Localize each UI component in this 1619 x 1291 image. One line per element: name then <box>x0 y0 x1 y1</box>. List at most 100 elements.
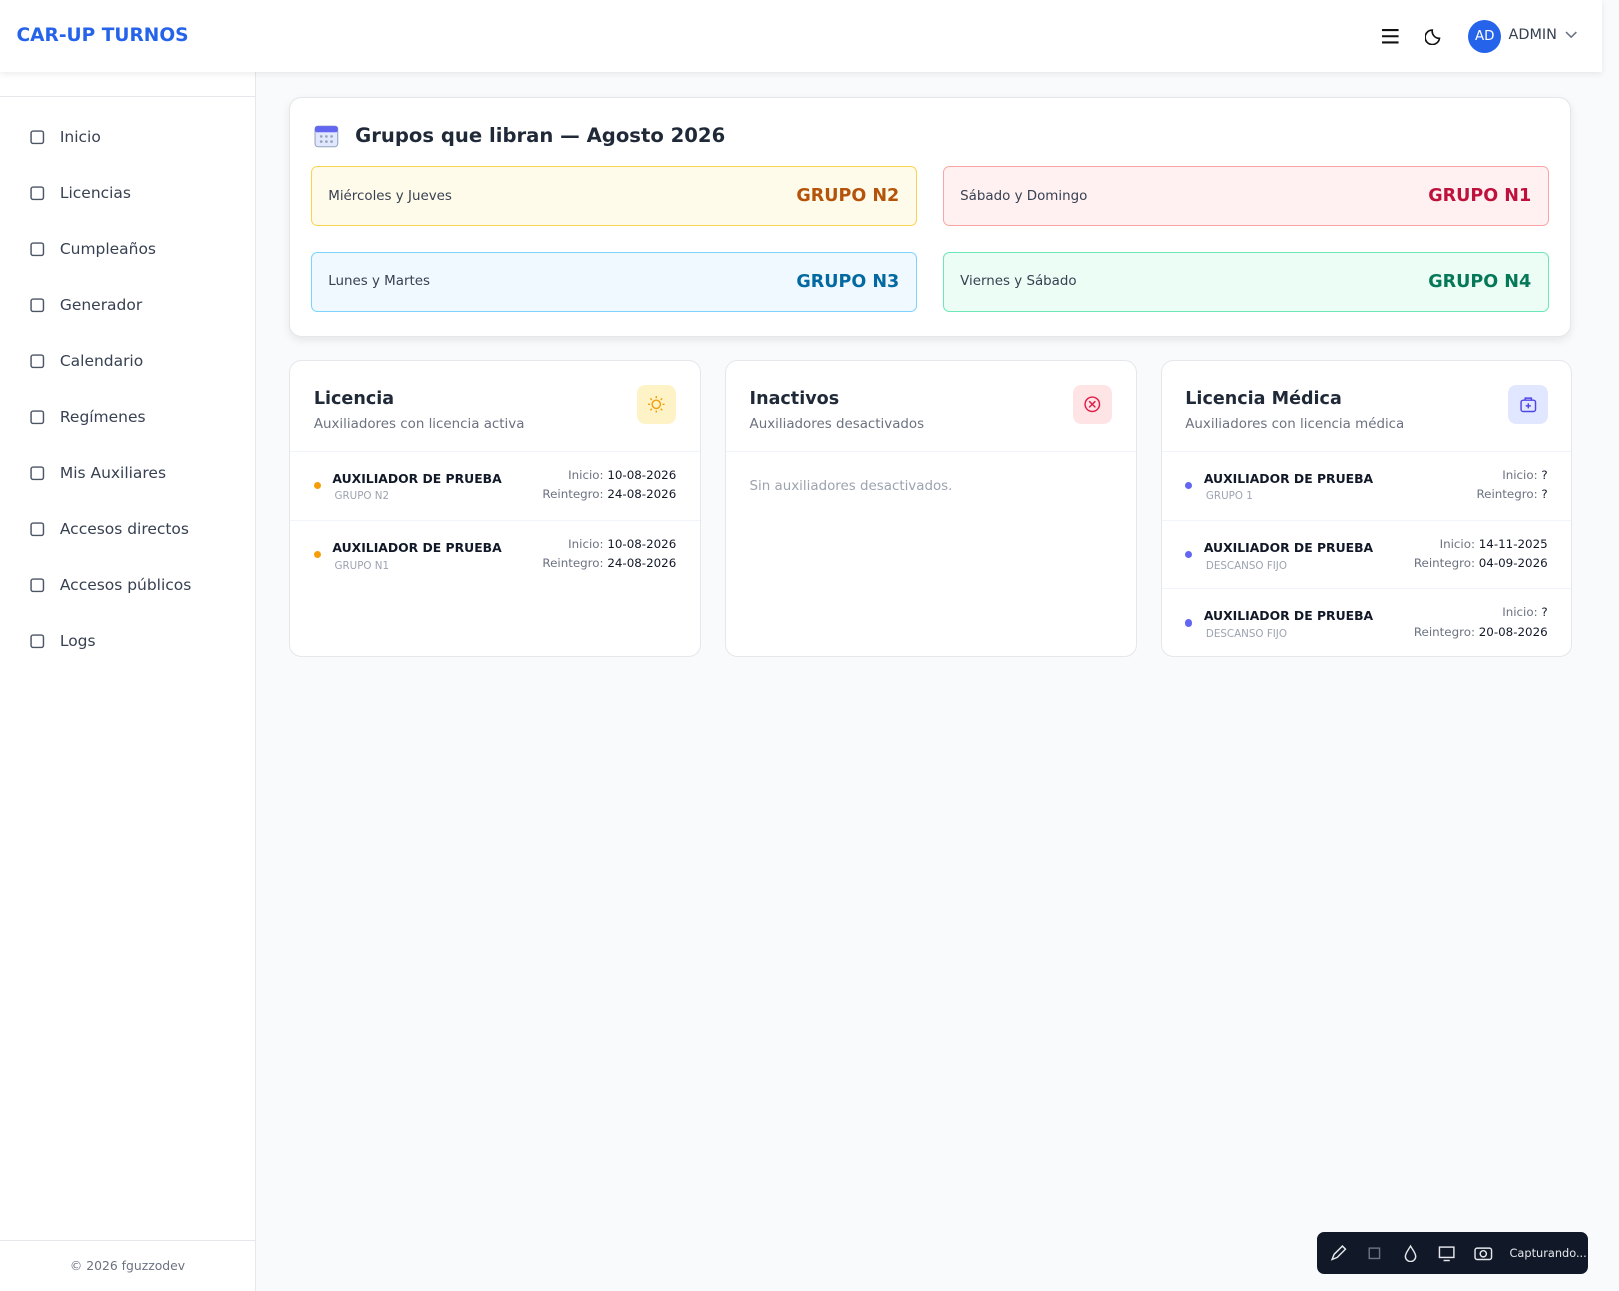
group-item: Lunes y Martes GRUPO N3 <box>310 251 917 312</box>
nav-icon <box>30 466 45 480</box>
user-name[interactable]: ADMIN <box>1508 26 1557 43</box>
card-subtitle: Auxiliadores con licencia activa <box>313 417 525 433</box>
theme-toggle[interactable] <box>1424 27 1444 46</box>
nav-item[interactable]: Accesos públicos <box>29 573 191 598</box>
header: CAR-UP TURNOS AD ADMIN <box>0 0 1603 73</box>
nav-label[interactable]: Inicio <box>59 128 101 147</box>
return-label: Reintegro: <box>1413 624 1475 639</box>
nav-icon <box>30 410 45 425</box>
menu-button[interactable] <box>1381 28 1400 45</box>
license-row[interactable]: AUXILIADOR DE PRUEBA GRUPO N2 Inicio: 10… <box>290 452 700 520</box>
card-icon <box>1508 385 1548 425</box>
nav-item[interactable]: Generador <box>29 293 142 318</box>
calendar-icon <box>314 125 339 148</box>
license-row[interactable]: AUXILIADOR DE PRUEBA GRUPO 1 Inicio: ? R… <box>1162 452 1572 520</box>
sidebar: © 2026 fguzzodev Inicio Licencias Cumpleaño… <box>0 72 257 1291</box>
group-name: GRUPO N3 <box>796 271 900 292</box>
group-item: Sábado y Domingo GRUPO N1 <box>942 166 1549 227</box>
group-name: GRUPO N2 <box>796 186 900 207</box>
return-label: Reintegro: <box>542 487 604 502</box>
return-label: Reintegro: <box>542 556 604 571</box>
nav-icon <box>30 354 45 369</box>
card-title: Licencia <box>313 389 395 410</box>
aux-name: AUXILIADOR DE PRUEBA <box>1203 608 1374 624</box>
nav-label[interactable]: Cumpleaños <box>59 240 156 259</box>
start-date: 10-08-2026 <box>607 467 677 482</box>
group-name: GRUPO N1 <box>1428 186 1532 207</box>
aux-group: GRUPO N2 <box>334 490 390 503</box>
toolbar-icons[interactable] <box>1330 1244 1475 1262</box>
nav-label[interactable]: Regímenes <box>59 408 146 427</box>
aux-name: AUXILIADOR DE PRUEBA <box>1203 539 1374 555</box>
avatar[interactable]: AD <box>1468 19 1502 53</box>
group-name: GRUPO N4 <box>1428 271 1532 292</box>
nav-label[interactable]: Logs <box>59 631 96 650</box>
nav-item[interactable]: Mis Auxiliares <box>29 461 166 486</box>
summary-card: Licencia Auxiliadores con licencia activ… <box>289 360 701 657</box>
return-label: Reintegro: <box>1476 487 1538 502</box>
card-title: Inactivos <box>749 389 840 410</box>
aux-group: DESCANSO FIJO <box>1205 559 1287 572</box>
toolbar-status: Capturando... <box>1509 1246 1587 1261</box>
summary-card: Inactivos Auxiliadores desactivados Sin … <box>724 360 1137 657</box>
start-label: Inicio: <box>568 536 604 551</box>
brand[interactable]: CAR-UP TURNOS <box>16 24 189 46</box>
start-label: Inicio: <box>568 467 604 482</box>
nav-item[interactable]: Inicio <box>29 125 101 150</box>
nav-icon <box>30 242 45 257</box>
nav-label[interactable]: Accesos directos <box>59 520 189 539</box>
card-icon <box>1072 385 1112 425</box>
group-days: Viernes y Sábado <box>960 274 1077 290</box>
nav-label[interactable]: Generador <box>59 296 143 315</box>
nav-icon <box>30 634 45 648</box>
summary-card: Licencia Médica Auxiliadores con licenci… <box>1160 360 1573 657</box>
nav-item[interactable]: Regímenes <box>29 405 146 430</box>
nav-label[interactable]: Calendario <box>59 352 144 371</box>
group-days: Sábado y Domingo <box>960 188 1088 204</box>
card-subtitle: Auxiliadores con licencia médica <box>1185 417 1405 433</box>
nav-item[interactable]: Licencias <box>29 181 131 206</box>
license-row[interactable]: AUXILIADOR DE PRUEBA DESCANSO FIJO Inici… <box>1161 520 1572 589</box>
start-label: Inicio: <box>1502 467 1538 482</box>
start-label: Inicio: <box>1439 536 1475 551</box>
return-date: 04-09-2026 <box>1478 556 1548 571</box>
nav-item[interactable]: Accesos directos <box>29 517 189 542</box>
nav-icon <box>30 130 45 145</box>
groups-panel: Grupos que libran — Agosto 2026 Miércole… <box>289 97 1572 337</box>
aux-name: AUXILIADOR DE PRUEBA <box>332 470 502 486</box>
chevron <box>1565 31 1578 39</box>
license-row[interactable]: AUXILIADOR DE PRUEBA GRUPO N1 Inicio: 10… <box>290 520 700 589</box>
nav-label[interactable]: Mis Auxiliares <box>59 464 167 483</box>
return-date: 24-08-2026 <box>607 556 677 571</box>
nav-icon <box>30 578 45 592</box>
group-item: Miércoles y Jueves GRUPO N2 <box>310 166 917 227</box>
empty-message: Sin auxiliadores desactivados. <box>749 479 953 495</box>
card-subtitle: Auxiliadores desactivados <box>749 417 925 433</box>
nav-item[interactable]: Logs <box>29 629 96 654</box>
start-label: Inicio: <box>1502 604 1538 619</box>
group-days: Lunes y Martes <box>328 274 430 290</box>
nav-label[interactable]: Licencias <box>59 184 131 203</box>
aux-name: AUXILIADOR DE PRUEBA <box>332 539 502 555</box>
nav-item[interactable]: Calendario <box>29 349 143 374</box>
footer: © 2026 fguzzodev <box>0 1240 256 1291</box>
aux-group: GRUPO N1 <box>334 559 390 572</box>
aux-group: GRUPO 1 <box>1205 490 1253 503</box>
nav-item[interactable]: Cumpleaños <box>29 237 156 262</box>
nav-icon <box>30 186 45 201</box>
aux-name: AUXILIADOR DE PRUEBA <box>1203 470 1374 486</box>
card-icon <box>637 385 677 425</box>
nav-label[interactable]: Accesos públicos <box>59 575 192 594</box>
nav-icon <box>30 522 45 536</box>
group-days: Miércoles y Jueves <box>328 188 452 204</box>
start-date: 10-08-2026 <box>607 536 677 551</box>
start-date: ? <box>1541 604 1548 619</box>
license-row[interactable]: AUXILIADOR DE PRUEBA DESCANSO FIJO Inici… <box>1161 588 1572 657</box>
start-date: ? <box>1541 467 1548 482</box>
return-date: 20-08-2026 <box>1478 624 1548 639</box>
camera-icon[interactable] <box>1474 1244 1493 1262</box>
groups-title: Grupos que libran — Agosto 2026 <box>355 123 726 147</box>
card-title: Licencia Médica <box>1185 389 1342 410</box>
nav-icon <box>30 298 45 313</box>
